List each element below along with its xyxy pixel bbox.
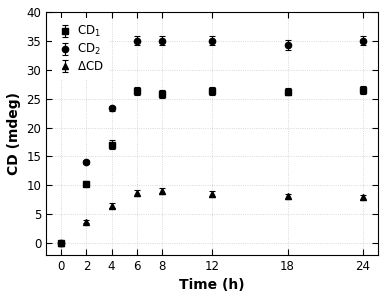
X-axis label: Time (h): Time (h) — [179, 278, 245, 292]
Legend: CD$_1$, CD$_2$, $\Delta$CD: CD$_1$, CD$_2$, $\Delta$CD — [52, 18, 109, 79]
Y-axis label: CD (mdeg): CD (mdeg) — [7, 92, 21, 175]
